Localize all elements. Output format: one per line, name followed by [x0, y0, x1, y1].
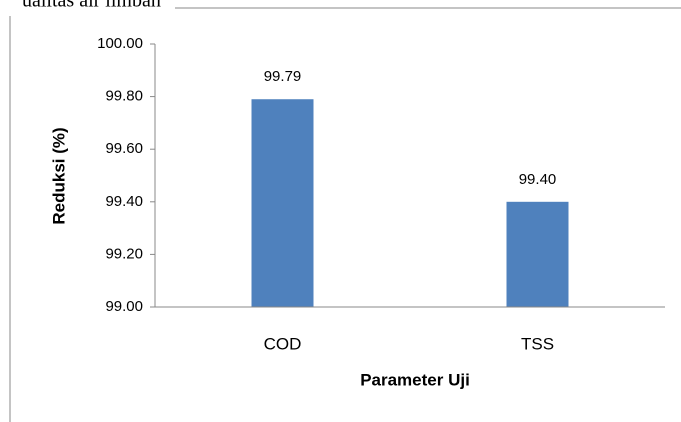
x-tick-label: COD: [264, 334, 302, 353]
x-tick-label: TSS: [521, 334, 554, 353]
chart-border: [9, 7, 681, 422]
caption-background: [0, 0, 175, 16]
y-tick-label: 99.20: [105, 245, 143, 262]
y-tick-label: 99.60: [105, 140, 143, 157]
y-axis-label: Reduksi (%): [49, 127, 68, 224]
bar: [506, 201, 569, 307]
y-tick-label: 100.00: [97, 35, 143, 52]
y-tick-label: 99.00: [105, 298, 143, 315]
bar: [251, 99, 314, 307]
data-label: 99.79: [264, 68, 302, 85]
y-tick-label: 99.40: [105, 193, 143, 210]
caption: ualitas air limbah: [22, 0, 161, 12]
x-axis-label: Parameter Uji: [360, 370, 470, 389]
data-label: 99.40: [519, 171, 557, 188]
y-tick-label: 99.80: [105, 88, 143, 105]
